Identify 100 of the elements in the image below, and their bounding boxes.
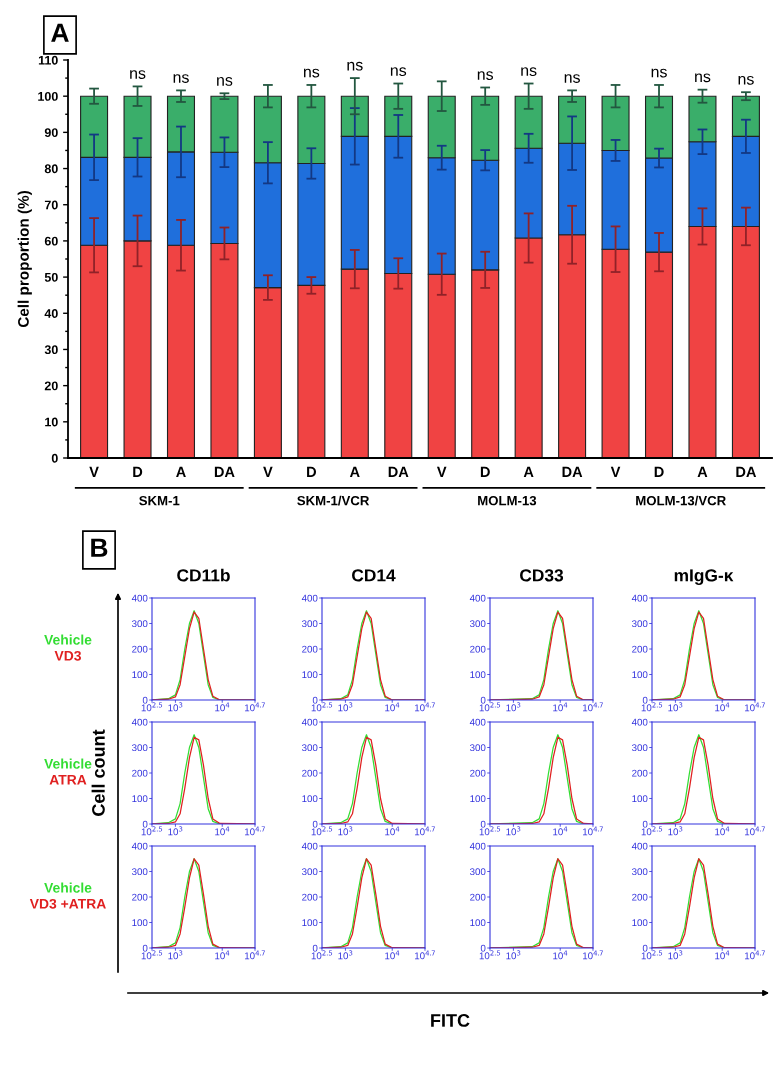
x-tick-label: 10$^{3}$ [668,702,683,712]
y-tick-label: 0 [142,820,148,828]
x-tick-label: 10$^{4.7}$ [415,826,435,836]
y-tick-label: 300 [131,744,148,752]
x-tick-label: D [480,466,490,477]
x-axis-title: FITC [431,1014,470,1027]
y-tick-label: 100 [632,795,648,803]
y-tick-label: 400 [631,718,648,726]
y-tick-label: 400 [469,594,486,602]
data-label: ns [564,74,580,83]
x-tick-label: 10$^{4}$ [385,702,400,712]
y-tick-label: 400 [301,594,318,602]
y-tick-label: 100 [470,919,486,927]
y-tick-label: 400 [301,718,318,726]
data-label: ns [130,70,146,79]
x-tick-label: 10$^{3}$ [168,826,183,836]
x-tick-label: 10$^{3}$ [338,950,353,960]
x-tick-label: A [176,466,186,477]
x-tick-label: 10$^{3}$ [506,702,521,712]
y-tick-label: 300 [469,744,486,752]
x-tick-label: 10$^{4}$ [553,702,568,712]
x-tick-label: 10$^{4}$ [215,950,230,960]
x-tick-label: 10$^{3}$ [668,950,683,960]
y-tick-label: 0 [642,944,648,952]
y-tick-label: 200 [132,893,148,901]
x-tick-label: 10$^{4.7}$ [245,826,265,836]
text: SKM-1/VCR [297,495,370,506]
y-tick-label: 300 [469,868,486,876]
y-tick-label: 100 [470,671,486,679]
y-tick-label: 0 [642,820,648,828]
x-tick-label: 10$^{4}$ [385,950,400,960]
x-tick-label: 10$^{2.5}$ [641,826,663,836]
x-tick-label: 10$^{4}$ [553,950,568,960]
y-tick-label: 0 [312,820,318,828]
y-tick-label: 70 [44,200,58,210]
x-tick-label: 10$^{4.7}$ [745,950,765,960]
y-tick-label: 0 [142,696,148,704]
x-tick-label: 10$^{2.5}$ [479,826,501,836]
y-tick-label: 400 [131,594,148,602]
y-tick-label: 50 [44,272,58,282]
x-tick-label: 10$^{4.7}$ [583,826,603,836]
data-label: ns [173,74,189,83]
y-tick-label: 300 [631,868,648,876]
x-tick-label: V [263,466,273,477]
x-tick-label: 10$^{4.7}$ [745,826,765,836]
x-tick-label: 10$^{3}$ [338,826,353,836]
x-tick-label: D [133,466,143,477]
x-tick-label: 10$^{4}$ [715,826,730,836]
x-tick-label: A [697,466,708,477]
text: MOLM-13/VCR [636,495,726,506]
y-tick-label: 0 [480,696,486,704]
y-tick-label: 300 [301,620,318,628]
x-tick-label: 10$^{3}$ [338,702,353,712]
y-tick-label: 0 [480,944,486,952]
y-tick-label: 0 [312,696,318,704]
x-tick-label: A [349,466,360,477]
y-tick-label: 300 [631,620,648,628]
x-tick-label: 10$^{3}$ [668,826,683,836]
x-tick-label: DA [736,466,757,477]
y-axis-title: Cell proportion (%) [17,191,32,328]
chart-title: CD14 [352,569,396,582]
x-tick-label: 10$^{2.5}$ [311,826,333,836]
y-tick-label: 80 [44,164,58,174]
y-tick-label: 300 [131,620,148,628]
x-tick-label: 10$^{3}$ [506,950,521,960]
y-tick-label: 200 [632,645,648,653]
x-tick-label: 10$^{4.7}$ [583,702,603,712]
y-tick-label: 400 [301,842,318,850]
y-tick-label: 200 [632,769,648,777]
text: VD3 +ATRA [29,898,106,909]
x-tick-label: D [307,466,317,477]
data-label: ns [738,75,754,85]
y-tick-label: 300 [131,868,148,876]
y-tick-label: 30 [44,345,58,355]
y-tick-label: 40 [44,309,58,318]
y-tick-label: 200 [470,769,486,777]
chart-title: mIgG-κ [674,569,734,586]
y-tick-label: 100 [132,919,148,927]
y-tick-label: 200 [302,769,318,777]
y-tick-label: 200 [302,645,318,653]
x-tick-label: 10$^{4}$ [385,826,400,836]
y-tick-label: 0 [142,944,148,952]
y-tick-label: 200 [302,893,318,901]
x-tick-label: 10$^{2.5}$ [479,950,501,960]
chart-title: CD11b [177,568,230,582]
x-tick-label: 10$^{3}$ [168,702,183,712]
x-tick-label: 10$^{4}$ [215,702,230,712]
x-tick-label: DA [214,466,235,477]
y-tick-label: 100 [302,919,318,927]
x-tick-label: 10$^{4.7}$ [245,950,265,960]
text: ATRA [49,775,87,785]
y-tick-label: 90 [44,128,58,138]
x-tick-label: V [436,466,447,477]
y-tick-label: 300 [301,868,318,876]
x-tick-label: 10$^{4.7}$ [415,702,435,712]
x-tick-label: 10$^{3}$ [506,826,521,836]
x-tick-label: 10$^{2.5}$ [311,950,333,960]
x-tick-label: 10$^{4}$ [715,950,730,960]
y-tick-label: 0 [51,453,58,463]
y-tick-label: 300 [631,744,648,752]
